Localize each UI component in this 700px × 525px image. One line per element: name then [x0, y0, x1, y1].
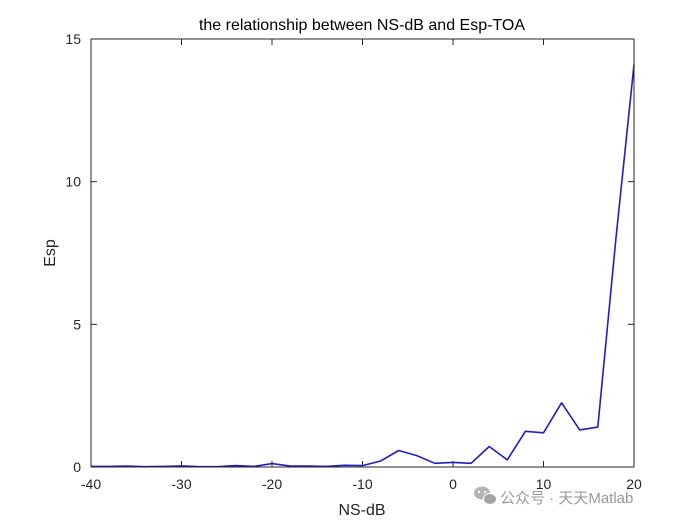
x-tick-label: 10: [536, 476, 552, 492]
x-tick-label: 0: [449, 476, 457, 492]
x-axis-title: NS-dB: [338, 502, 385, 519]
plot-area: [91, 39, 634, 467]
y-axis-title: Esp: [42, 239, 59, 267]
series-line: [91, 64, 635, 468]
x-tick-label: -20: [262, 476, 282, 492]
axes-box: [90, 38, 635, 468]
y-tick-label: 0: [73, 459, 81, 475]
watermark: 公众号 · 天天Matlab: [474, 486, 633, 507]
x-tick-label: -40: [81, 476, 101, 492]
chart-title: the relationship between NS-dB and Esp-T…: [199, 17, 525, 34]
y-tick-label: 15: [65, 31, 81, 47]
y-tick-label: 10: [65, 174, 81, 190]
axis-ticks: -40 -30 -20 -10 0 10 20 0 5 10 15: [65, 31, 642, 492]
y-tick-label: 5: [73, 316, 81, 332]
wechat-icon: [474, 486, 497, 505]
watermark-text: 公众号 · 天天Matlab: [500, 490, 633, 507]
x-tick-label: 20: [626, 476, 642, 492]
x-tick-label: -10: [352, 476, 372, 492]
x-tick-label: -30: [171, 476, 191, 492]
